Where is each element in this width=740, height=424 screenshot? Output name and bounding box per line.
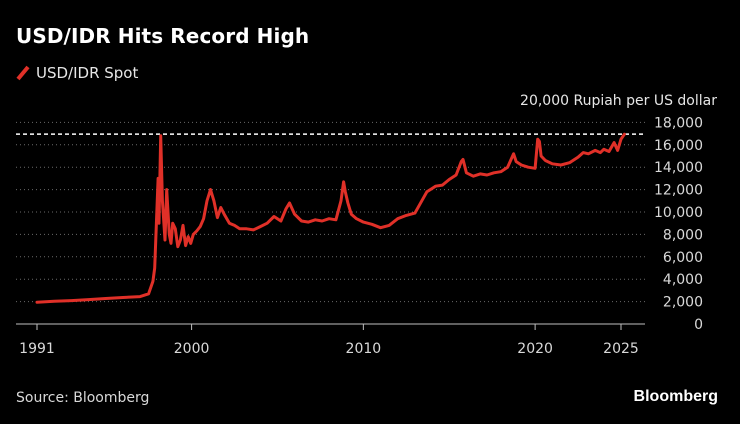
y-axis-unit-label: 20,000 Rupiah per US dollar [520, 93, 717, 109]
chart-title: USD/IDR Hits Record High [16, 24, 310, 48]
source-note: Source: Bloomberg [16, 390, 150, 406]
series-line-usd-idr-spot [35, 132, 626, 304]
x-tick-label-2010: 2010 [346, 341, 382, 357]
x-tick-label-1991: 1991 [19, 341, 55, 357]
y-tick-label-14000: 14,000 [654, 160, 703, 176]
y-tick-label-12000: 12,000 [654, 183, 703, 199]
y-tick-label-4000: 4,000 [663, 272, 703, 288]
x-tick-label-2020: 2020 [517, 341, 553, 357]
x-tick-label-2000: 2000 [174, 341, 210, 357]
legend-label: USD/IDR Spot [36, 64, 139, 82]
x-tick-label-2025: 2025 [603, 341, 639, 357]
y-tick-label-10000: 10,000 [654, 205, 703, 221]
bloomberg-logo: Bloomberg [633, 388, 718, 405]
y-tick-label-0: 0 [694, 317, 703, 333]
y-tick-label-2000: 2,000 [663, 295, 703, 311]
y-tick-label-16000: 16,000 [654, 138, 703, 154]
y-tick-label-18000: 18,000 [654, 115, 703, 131]
y-tick-label-6000: 6,000 [663, 250, 703, 266]
y-tick-label-8000: 8,000 [663, 227, 703, 243]
legend-swatch-icon [16, 65, 30, 81]
chart-legend: USD/IDR Spot [16, 64, 138, 82]
